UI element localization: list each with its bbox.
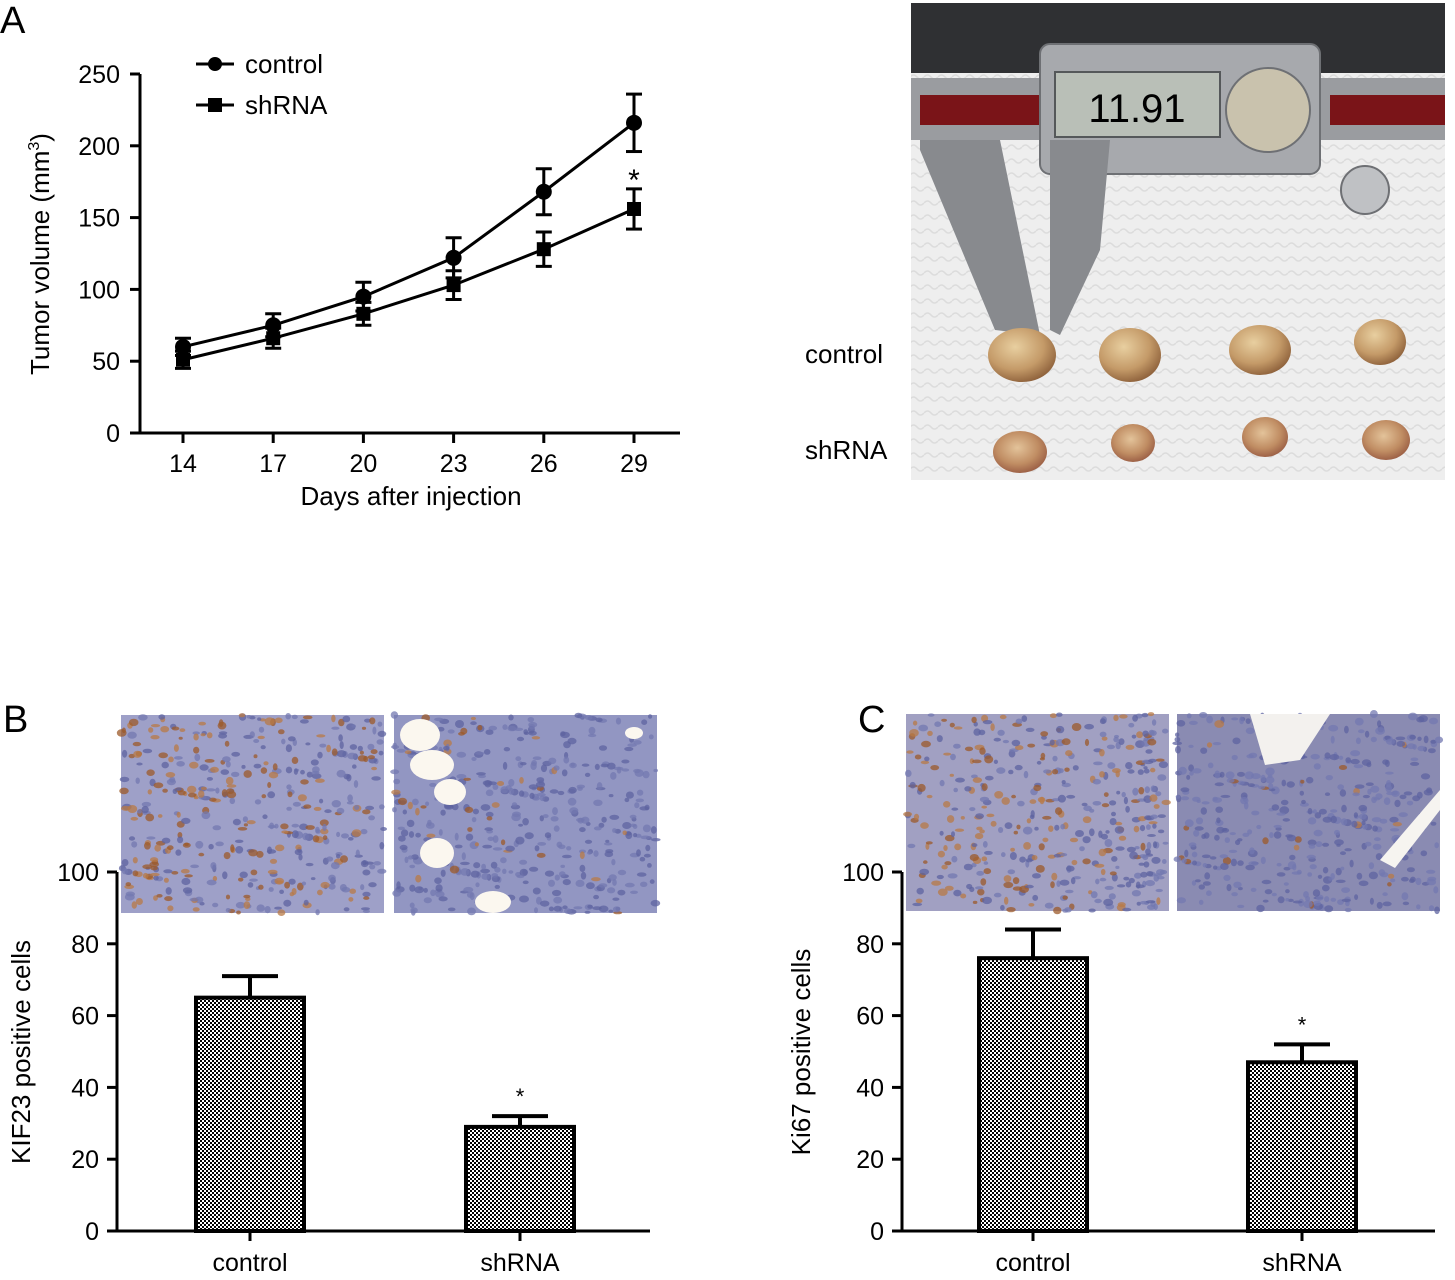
caliper-display <box>1054 71 1221 138</box>
micrograph-c-shrna <box>1172 710 1444 915</box>
panel-letter-b: B <box>3 699 28 741</box>
y-tick-label: 0 <box>106 420 120 448</box>
data-point <box>535 183 552 200</box>
error-bar <box>1274 1042 1330 1063</box>
y-tick-label: 150 <box>78 205 120 233</box>
tumor-control-3 <box>1229 325 1291 375</box>
x-tick-label: control <box>212 1249 287 1277</box>
y-tick-label: 20 <box>71 1146 99 1174</box>
chart-a: 0 50 100 150 200 250 14 17 20 23 26 29 Days after … <box>25 49 680 511</box>
data-point <box>445 249 462 266</box>
caliper-wheel <box>1340 165 1390 215</box>
tumor-shrna-1 <box>993 431 1047 473</box>
significance-star-c: * <box>1298 1012 1307 1037</box>
y-axis-title: Tumor volume (mm3) <box>25 133 55 375</box>
tumor-control-2 <box>1099 328 1161 382</box>
tumor-photo: 11.91 <box>911 3 1445 480</box>
tumor-shrna-4 <box>1362 420 1410 460</box>
y-tick-label: 60 <box>856 1003 884 1031</box>
x-tick-label: 23 <box>440 450 468 478</box>
x-tick-label: 29 <box>620 450 648 478</box>
y-tick-label: 200 <box>78 133 120 161</box>
y-tick-label: 0 <box>85 1218 99 1246</box>
x-tick-label: 26 <box>530 450 558 478</box>
y-tick-label: 50 <box>92 348 120 376</box>
y-tick-label: 40 <box>71 1074 99 1102</box>
series-control <box>175 92 642 357</box>
y-axis-ticks: 0 50 100 150 200 250 <box>78 61 140 448</box>
x-tick-label: control <box>995 1249 1070 1277</box>
y-tick-label: 40 <box>856 1074 884 1102</box>
y-tick-label: 60 <box>71 1003 99 1031</box>
y-axis-title: KIF23 positive cells <box>6 940 36 1164</box>
x-tick-label: shRNA <box>480 1249 560 1277</box>
legend-marker-shrna <box>208 98 222 112</box>
data-point <box>626 114 642 131</box>
series-layer <box>175 92 642 370</box>
data-point <box>176 352 190 367</box>
y-tick-label: 100 <box>842 859 884 887</box>
micrograph-c-control <box>903 712 1171 915</box>
data-point <box>446 278 461 293</box>
panel-letter-c: C <box>858 699 885 741</box>
y-axis-title: Ki67 positive cells <box>786 949 816 1156</box>
significance-star-a: * <box>628 164 640 197</box>
tumor-control-4 <box>1354 319 1406 365</box>
y-tick-label: 20 <box>856 1146 884 1174</box>
bar-control <box>194 995 306 1234</box>
data-point <box>266 331 281 346</box>
error-bar <box>222 974 278 998</box>
x-tick-label: 20 <box>349 450 377 478</box>
caliper-scale-right <box>1330 95 1445 125</box>
caliper-battery <box>1225 67 1311 153</box>
data-point <box>356 306 371 321</box>
series-line-control <box>182 121 635 349</box>
series-shrna <box>175 187 642 370</box>
x-axis-ticks: 14 17 20 23 26 29 <box>169 433 648 478</box>
legend-label-control: control <box>245 49 323 79</box>
series-line-shrna <box>182 207 635 362</box>
micrograph-b-control <box>116 713 387 916</box>
data-point <box>536 242 551 257</box>
micrograph-b-shrna <box>390 711 661 916</box>
tumor-control-1 <box>988 328 1056 382</box>
bar-shrna <box>464 1124 576 1234</box>
y-tick-label: 100 <box>78 276 120 304</box>
caliper-jaw-left <box>920 140 1040 335</box>
data-point <box>355 288 372 305</box>
y-tick-label: 80 <box>71 931 99 959</box>
photo-label-shrna: shRNA <box>805 435 888 465</box>
tumor-shrna-2 <box>1111 424 1155 462</box>
panel-letter-a: A <box>0 0 26 42</box>
significance-star-b: * <box>516 1084 525 1109</box>
bar-control <box>977 956 1089 1233</box>
bar-shrna <box>1246 1060 1358 1234</box>
legend-marker-control <box>208 57 222 71</box>
caliper-jaw-right <box>1050 140 1110 335</box>
y-tick-label: 80 <box>856 931 884 959</box>
error-bar <box>1005 927 1061 959</box>
x-tick-label: shRNA <box>1262 1249 1342 1277</box>
caliper-scale <box>920 95 1040 125</box>
y-tick-label: 100 <box>57 859 99 887</box>
legend: control shRNA <box>196 49 328 120</box>
x-tick-label: 17 <box>259 450 287 478</box>
tumor-shrna-3 <box>1242 417 1288 457</box>
chart-c: 0 20 40 60 80 100 control shRNA * Ki67 positive c… <box>786 859 1435 1277</box>
legend-label-shrna: shRNA <box>245 90 328 120</box>
caliper-reading: 11.91 <box>1088 87 1185 131</box>
y-tick-label: 250 <box>78 61 120 89</box>
data-point <box>627 201 641 216</box>
y-tick-label: 0 <box>870 1218 884 1246</box>
photo-label-control: control <box>805 339 883 369</box>
x-tick-label: 14 <box>169 450 197 478</box>
x-axis-title: Days after injection <box>300 481 521 511</box>
chart-b: 0 20 40 60 80 100 control shRNA * KIF23 positive … <box>6 859 650 1277</box>
